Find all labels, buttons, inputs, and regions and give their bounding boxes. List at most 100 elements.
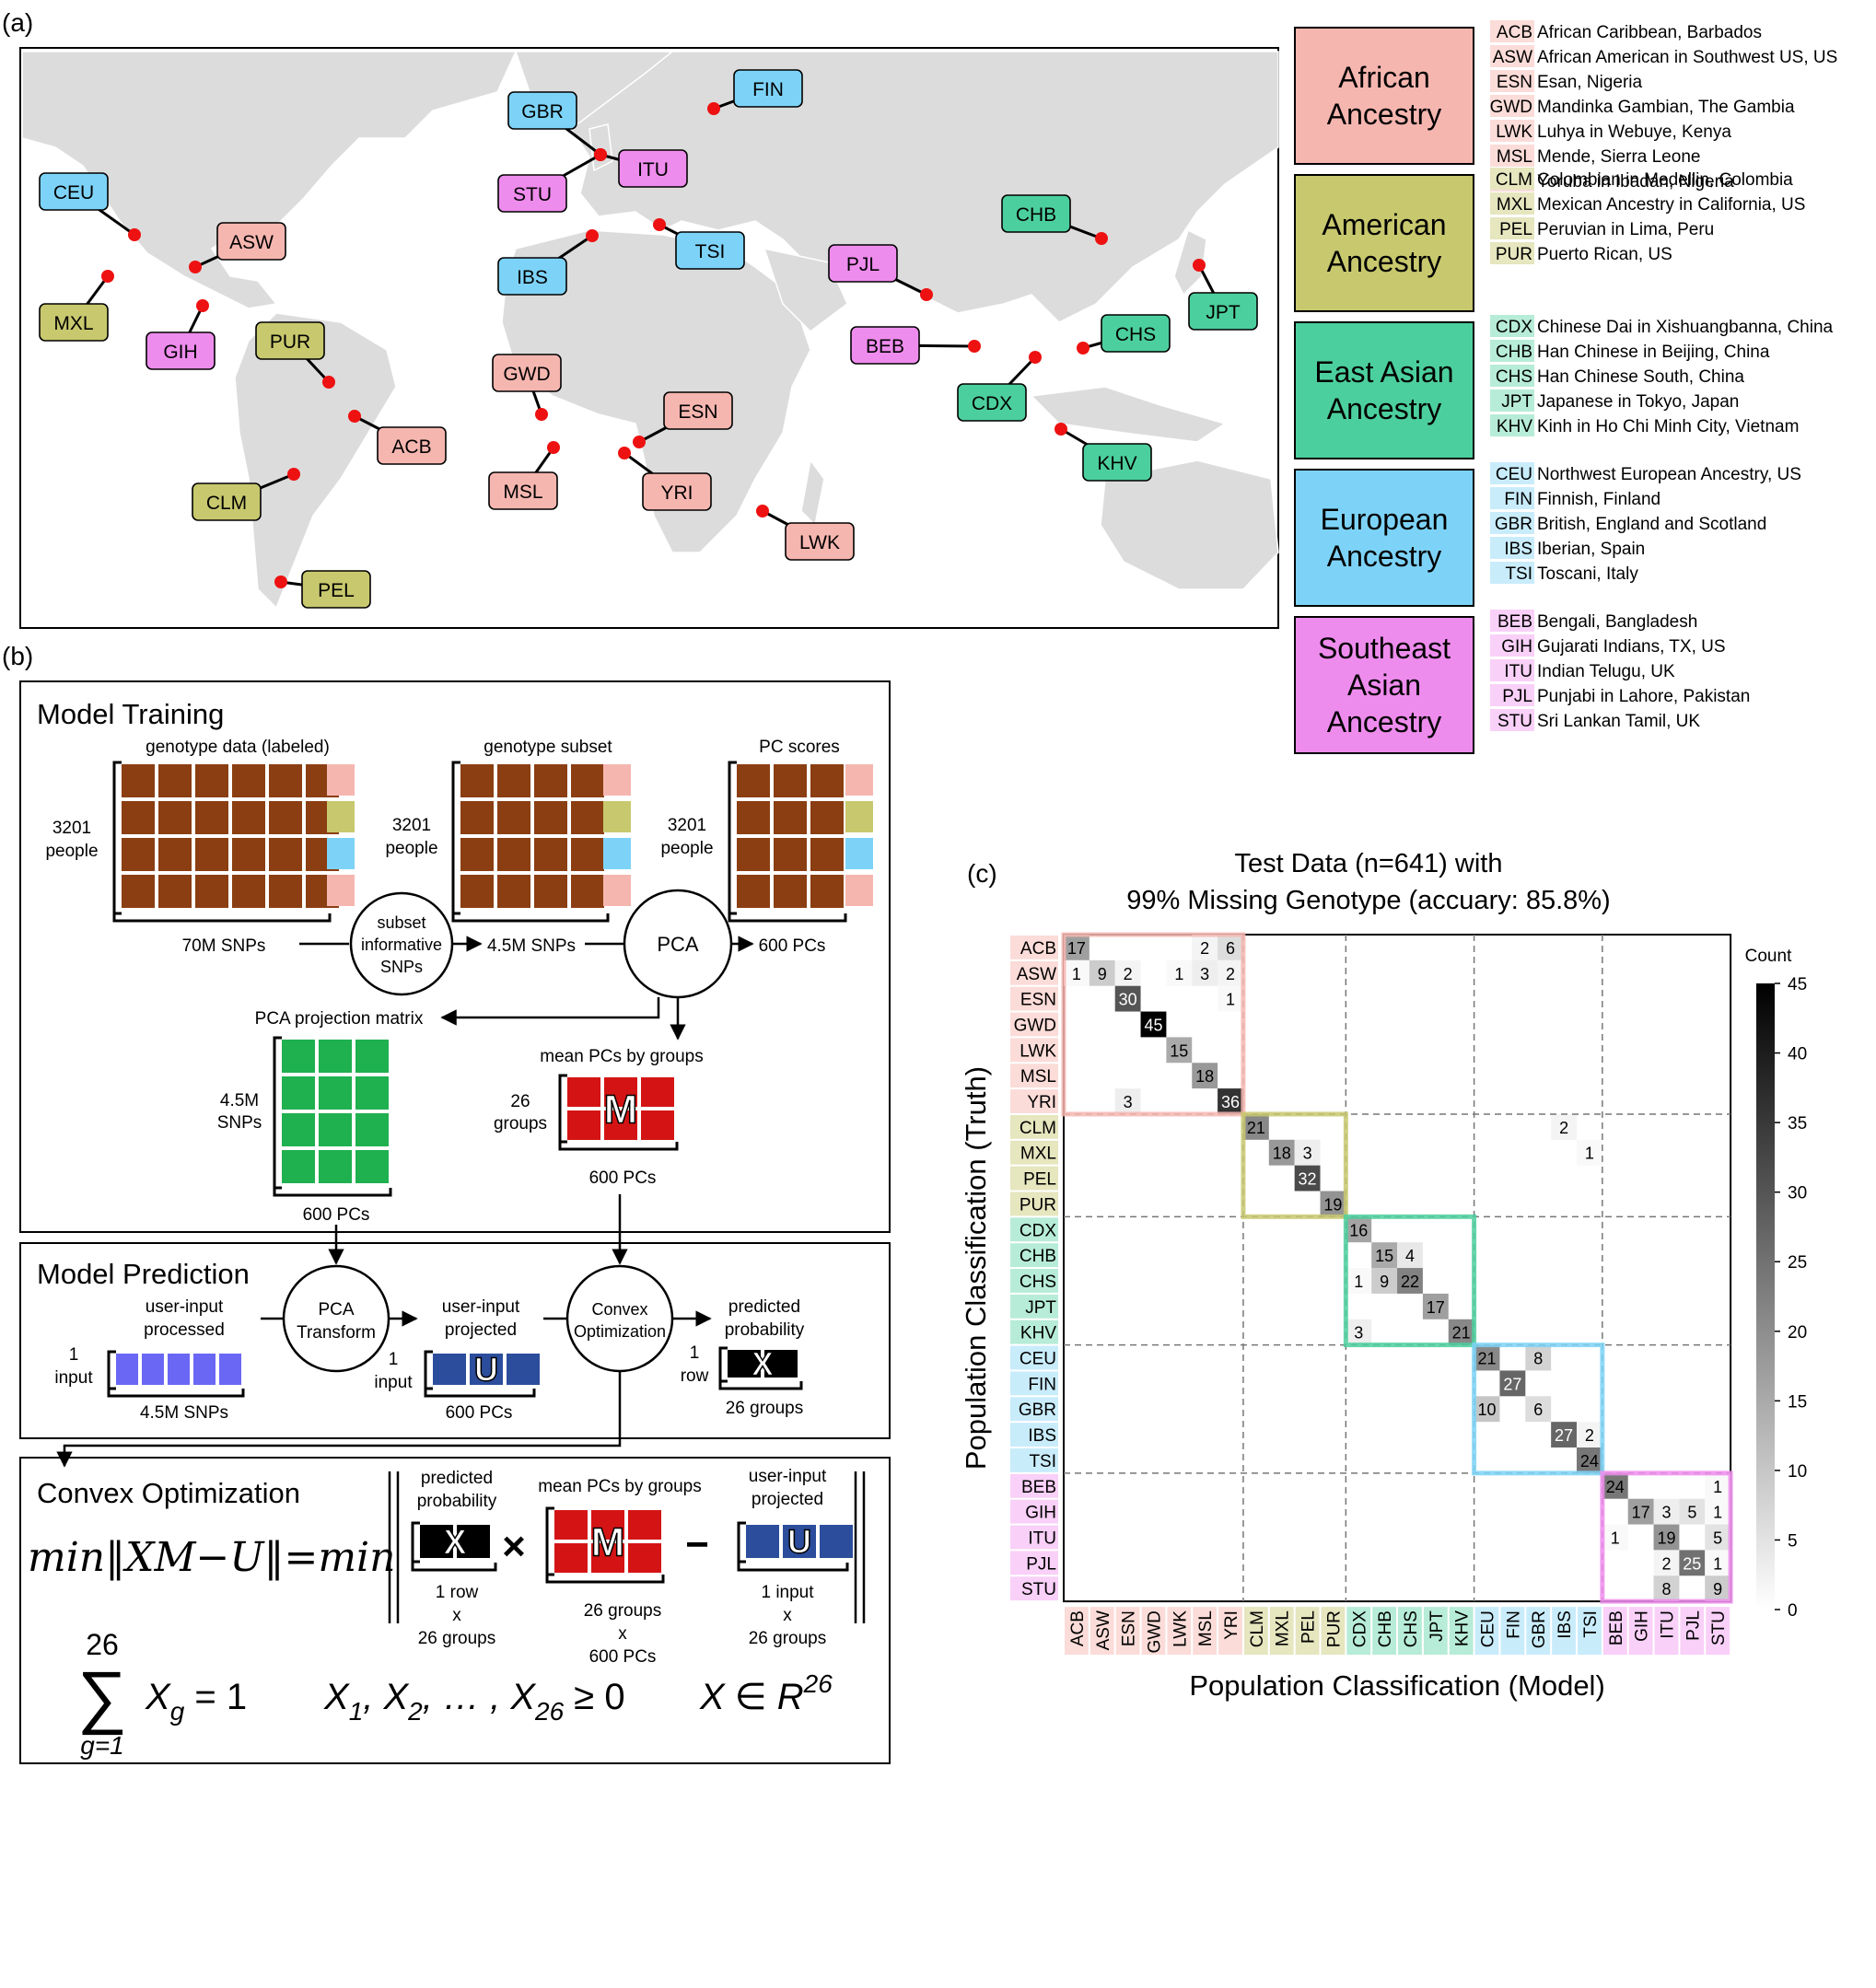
heatmap-cell-value: 3 bbox=[1124, 1093, 1133, 1111]
colorbar-tick: 20 bbox=[1775, 1323, 1807, 1343]
one-input-b1: 1 bbox=[389, 1350, 399, 1369]
map-pin-yri: YRI bbox=[618, 447, 712, 511]
heatmap-cell: 24 bbox=[1602, 1472, 1628, 1499]
legend-population-label: Yoruba in Ibadan, Nigeria bbox=[1537, 172, 1734, 192]
heatmap-cell: 24 bbox=[1577, 1447, 1602, 1473]
heatmap-cell-value: 19 bbox=[1323, 1195, 1342, 1214]
col-label: ACB bbox=[1065, 1607, 1089, 1656]
legend-group-title: American bbox=[1322, 208, 1446, 241]
heatmap-cell-value: 17 bbox=[1427, 1298, 1445, 1317]
heatmap-title-line2: 99% Missing Genotype (accuary: 85.8%) bbox=[1126, 886, 1610, 915]
legend-code-chip bbox=[1490, 242, 1534, 264]
map-pin-fin: FIN bbox=[707, 69, 803, 115]
col-label: FIN bbox=[1500, 1607, 1525, 1656]
map-pin-gwd: GWD bbox=[492, 354, 562, 421]
legend-population-label: Punjabi in Lahore, Pakistan bbox=[1537, 687, 1750, 706]
constraint-sum: 26 ∑ g=1 Xg = 1 bbox=[77, 1628, 247, 1760]
heatmap-cell-value: 36 bbox=[1221, 1093, 1240, 1111]
panel-c-label: (c) bbox=[967, 859, 997, 888]
legend-code-chip bbox=[1490, 537, 1534, 559]
pca-transform-circle bbox=[282, 1264, 390, 1373]
legend-population-label: Han Chinese in Beijing, China bbox=[1537, 343, 1770, 362]
heatmap-cell: 3 bbox=[1114, 1088, 1141, 1114]
confusion-heatmap: Test Data (n=641) with 99% Missing Genoty… bbox=[960, 849, 1807, 1702]
heatmap-cell: 15 bbox=[1166, 1037, 1193, 1064]
svg-text:CHB: CHB bbox=[1376, 1610, 1395, 1647]
location-dot bbox=[322, 376, 335, 389]
col-label: GBR bbox=[1526, 1607, 1551, 1656]
svg-text:Xg = 1: Xg = 1 bbox=[145, 1677, 247, 1726]
legend-code: ESN bbox=[1497, 73, 1532, 92]
row-label: ASW bbox=[1010, 960, 1058, 985]
col-label: MXL bbox=[1269, 1607, 1294, 1656]
pca-transform-1: PCA bbox=[318, 1300, 354, 1320]
map-pin-tsi: TSI bbox=[653, 218, 745, 270]
col-label: PUR bbox=[1321, 1607, 1346, 1656]
svg-text:ITU: ITU bbox=[1028, 1529, 1056, 1548]
svg-text:35: 35 bbox=[1788, 1114, 1807, 1134]
heatmap-cell-value: 1 bbox=[1585, 1145, 1594, 1163]
svg-text:40: 40 bbox=[1788, 1045, 1807, 1064]
svg-text:CLM: CLM bbox=[1020, 1119, 1056, 1138]
map-pin-mxl: MXL bbox=[39, 270, 114, 342]
col-label: YRI bbox=[1218, 1607, 1242, 1656]
map-pin-chs: CHS bbox=[1077, 314, 1171, 355]
map-pin-label: CHS bbox=[1115, 324, 1156, 345]
legend-code-chip bbox=[1490, 217, 1534, 239]
panel-a-label: (a) bbox=[2, 8, 33, 37]
svg-text:STU: STU bbox=[1021, 1580, 1056, 1599]
col-label: BEB bbox=[1602, 1607, 1627, 1656]
heatmap-cell-value: 9 bbox=[1380, 1273, 1389, 1291]
people-label-2a: 3201 bbox=[392, 816, 431, 835]
arabia-shape bbox=[763, 247, 848, 332]
heatmap-cell-value: 32 bbox=[1299, 1170, 1317, 1189]
convex-circle bbox=[565, 1264, 674, 1373]
svg-text:CHS: CHS bbox=[1402, 1610, 1421, 1647]
pca-circle-label: PCA bbox=[657, 933, 699, 956]
heatmap-cell-value: 5 bbox=[1687, 1504, 1696, 1522]
mean-pcs-matrix: M bbox=[567, 1077, 674, 1140]
legend-population-label: Mandinka Gambian, The Gambia bbox=[1537, 98, 1795, 117]
col-label: CHB bbox=[1372, 1607, 1397, 1656]
proj-pcs-label: 600 PCs bbox=[303, 1205, 370, 1225]
heatmap-cell: 2 bbox=[1218, 959, 1243, 986]
map-pin-label: MSL bbox=[503, 482, 542, 503]
legend-code-chip bbox=[1490, 659, 1534, 681]
legend-code: CEU bbox=[1496, 465, 1532, 484]
svg-text:GWD: GWD bbox=[1145, 1610, 1164, 1653]
legend-population-label: Iberian, Spain bbox=[1537, 540, 1645, 559]
row-label: GIH bbox=[1010, 1499, 1058, 1524]
col-label: CHS bbox=[1398, 1607, 1422, 1656]
row-label: MXL bbox=[1010, 1140, 1058, 1165]
one-input-1: 1 bbox=[69, 1345, 79, 1365]
location-dot bbox=[1029, 351, 1042, 364]
m-dims-2: x bbox=[618, 1624, 627, 1644]
x-dims-2: x bbox=[452, 1606, 461, 1625]
snps-pred-label: 4.5M SNPs bbox=[140, 1403, 228, 1423]
heatmap-ylabel: Population Classification (Truth) bbox=[960, 1066, 992, 1470]
legend-code-chip bbox=[1490, 389, 1534, 412]
model-training-title: Model Training bbox=[37, 698, 224, 730]
legend-code-chip bbox=[1490, 45, 1534, 67]
legend-code-chip bbox=[1490, 414, 1534, 436]
one-input-2: input bbox=[54, 1368, 93, 1388]
map-pin-label: LWK bbox=[799, 532, 840, 553]
people-label-2b: people bbox=[385, 839, 437, 858]
svg-text:CEU: CEU bbox=[1479, 1610, 1498, 1647]
legend-code-chip bbox=[1490, 634, 1534, 657]
location-dot bbox=[1193, 259, 1206, 272]
colorbar-tick: 5 bbox=[1775, 1531, 1798, 1551]
svg-text:ASW: ASW bbox=[1094, 1610, 1113, 1650]
heatmap-cell: 3 bbox=[1653, 1498, 1680, 1525]
heatmap-cell-value: 10 bbox=[1478, 1401, 1497, 1419]
svg-text:CDX: CDX bbox=[1020, 1221, 1056, 1240]
heatmap-cell-value: 1 bbox=[1354, 1273, 1363, 1291]
heatmap-cell: 2 bbox=[1551, 1113, 1577, 1140]
legend-code-chip bbox=[1490, 145, 1534, 167]
pred-prob-label-2: probability bbox=[725, 1320, 805, 1340]
subset-matrix bbox=[460, 764, 604, 908]
heatmap-title-line1: Test Data (n=641) with bbox=[1235, 849, 1503, 878]
heatmap-cell: 21 bbox=[1242, 1113, 1269, 1140]
svg-text:PEL: PEL bbox=[1299, 1610, 1319, 1644]
heatmap-cell-value: 27 bbox=[1555, 1426, 1573, 1445]
